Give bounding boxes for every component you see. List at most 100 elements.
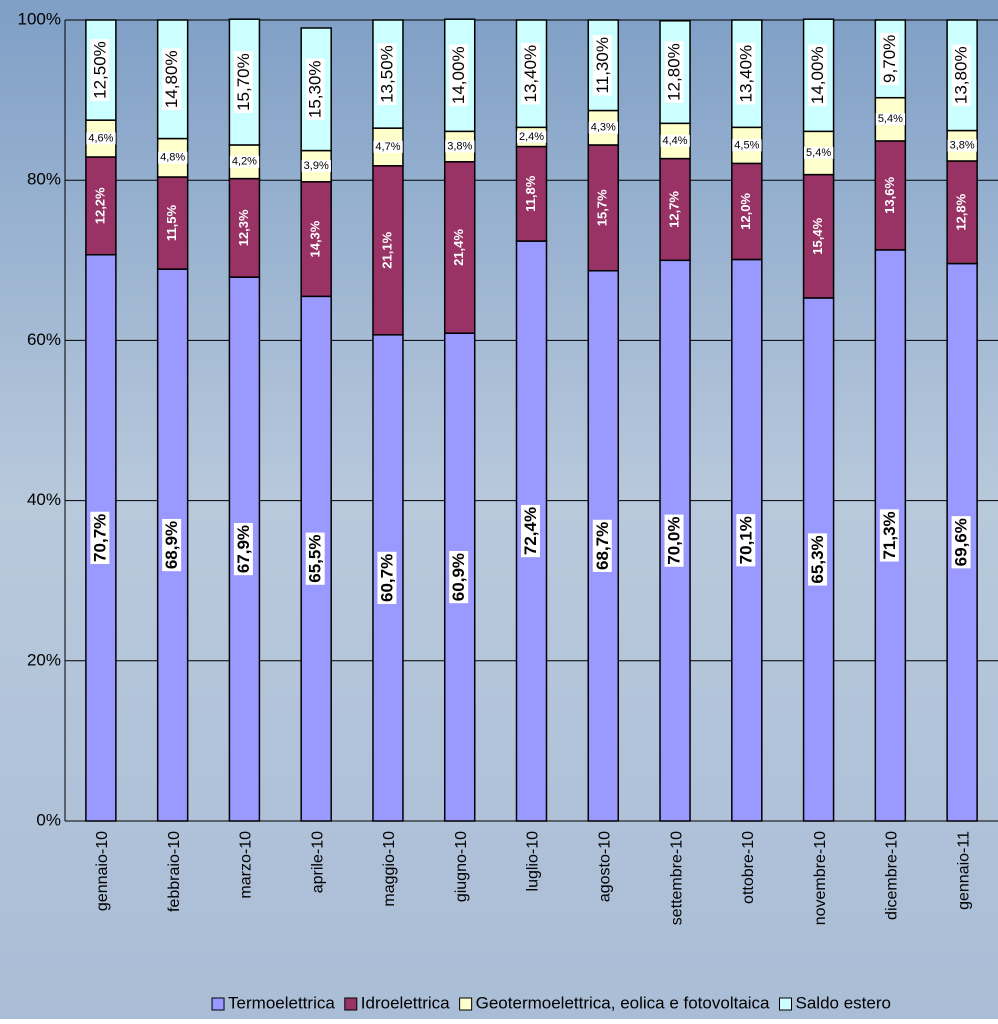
legend: Termoelettrica Idroelettrica Geotermoelett… (211, 993, 891, 1012)
legend-label: Saldo estero (796, 993, 891, 1012)
data-label: 14,80% (162, 50, 181, 108)
data-label: 67,9% (234, 525, 253, 573)
data-label-box (879, 509, 899, 562)
data-label-group: 70,1% (736, 514, 756, 567)
data-label: 3,9% (304, 160, 329, 172)
bar-segment (85, 156, 117, 256)
data-label: 21,4% (451, 229, 466, 266)
data-label-box (305, 58, 325, 121)
data-label-group: 11,5% (164, 205, 179, 242)
x-tick-label: aprile-10 (309, 831, 326, 893)
bar-segment (515, 145, 548, 242)
data-label-box (736, 514, 756, 567)
x-tick-label: novembre-10 (812, 831, 829, 925)
data-label: 14,00% (808, 46, 827, 104)
data-label-box (158, 151, 188, 164)
data-label-group: 11,8% (523, 175, 538, 212)
data-label-box (951, 516, 971, 569)
data-label-group: 3,8% (445, 140, 475, 153)
data-label: 12,0% (738, 193, 753, 230)
data-label-box (875, 113, 906, 126)
bar-segment (659, 157, 691, 262)
bar-segment (156, 176, 189, 270)
data-label: 12,8% (954, 193, 969, 230)
legend-swatch (459, 997, 473, 1011)
data-label-box (660, 134, 690, 147)
x-tick-label: marzo-10 (238, 831, 255, 899)
data-label-group: 5,4% (875, 113, 906, 126)
data-label-box (445, 140, 475, 153)
data-label-group: 3,8% (947, 139, 977, 152)
x-tick-label: gennaio-10 (94, 831, 111, 911)
legend-swatch (779, 997, 793, 1011)
data-label-box (86, 132, 116, 145)
data-label: 72,4% (521, 507, 540, 555)
data-label: 12,50% (90, 41, 109, 99)
data-label-box (162, 48, 182, 111)
data-label-group: 12,3% (236, 209, 251, 246)
data-label: 5,4% (878, 113, 903, 125)
data-label: 13,80% (952, 46, 971, 104)
data-label-group: 9,70% (879, 32, 899, 85)
data-label-box (449, 550, 469, 604)
bar-segment (372, 165, 404, 336)
data-label-box (377, 551, 397, 604)
data-label-box (879, 32, 899, 85)
data-label-group: 70,7% (90, 511, 110, 564)
data-label-group: 69,6% (951, 516, 971, 569)
data-label: 12,7% (666, 191, 681, 228)
data-label: 65,3% (808, 535, 827, 583)
data-label-group: 5,4% (804, 146, 834, 159)
y-tick-label: 60% (27, 330, 61, 349)
data-label-box (520, 42, 540, 105)
data-label-group: 14,00% (808, 44, 828, 107)
data-label-box (90, 39, 110, 101)
data-label-group: 4,4% (660, 134, 690, 147)
data-label-group: 4,7% (373, 140, 403, 153)
data-label: 13,40% (521, 45, 540, 103)
x-tick-label: febbraio-10 (166, 831, 183, 912)
data-label-group: 60,7% (377, 551, 397, 604)
data-label-box (808, 44, 828, 107)
data-label-box (229, 155, 260, 168)
data-label-group: 12,0% (738, 193, 753, 230)
data-label: 4,8% (160, 152, 185, 164)
data-label-group: 14,00% (449, 44, 469, 107)
data-label: 11,30% (593, 37, 612, 93)
data-label-box (588, 121, 619, 134)
bar-segment (874, 140, 907, 251)
data-label-group: 68,9% (162, 518, 182, 572)
data-label: 68,9% (162, 521, 181, 569)
data-label-box (520, 504, 540, 558)
data-label: 13,40% (736, 45, 755, 103)
data-label: 60,7% (377, 554, 396, 602)
data-label-box (301, 160, 331, 173)
data-label-group: 72,4% (520, 504, 540, 558)
data-label-group: 4,2% (229, 155, 260, 168)
data-label-group: 4,8% (158, 151, 188, 164)
bar-segment (946, 160, 978, 265)
data-label: 12,3% (236, 209, 251, 246)
data-label-box (305, 532, 325, 585)
data-label-box (664, 514, 684, 567)
data-label: 3,8% (447, 140, 472, 152)
data-label: 9,70% (880, 35, 899, 83)
data-label: 70,0% (665, 517, 684, 565)
data-label-box (808, 533, 828, 586)
data-label: 11,8% (523, 175, 538, 212)
data-label-group: 2,4% (516, 130, 547, 143)
y-tick-label: 40% (27, 490, 61, 509)
data-label-box (377, 43, 397, 105)
data-label-group: 13,6% (882, 177, 897, 214)
data-label-group: 14,3% (308, 220, 323, 257)
data-label-box (947, 139, 977, 152)
data-label-group: 15,30% (305, 58, 325, 121)
legend-label: Idroelettrica (361, 993, 450, 1012)
bar-segment (300, 181, 332, 298)
data-label-group: 12,2% (92, 187, 107, 224)
y-tick-label: 0% (36, 810, 61, 829)
data-label: 12,80% (665, 43, 684, 101)
